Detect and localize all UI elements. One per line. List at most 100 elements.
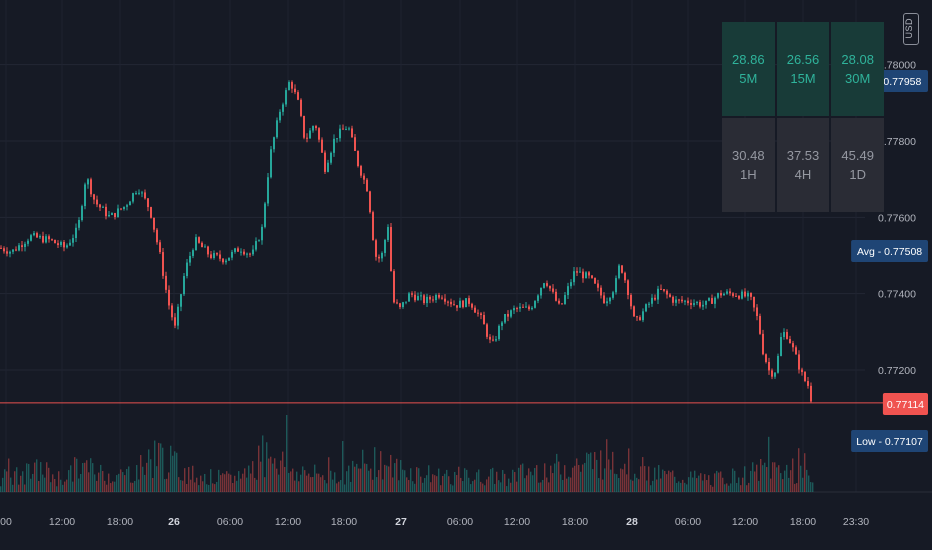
candle-body: [630, 294, 632, 307]
volume-bar: [140, 455, 142, 492]
candle-body: [516, 308, 518, 310]
candle-body: [111, 213, 113, 215]
volume-bar: [152, 477, 154, 492]
volume-bar: [802, 477, 804, 492]
volume-bar: [718, 472, 720, 492]
volume-bar: [274, 458, 276, 492]
volume-bar: [232, 483, 234, 492]
candle-body: [81, 206, 83, 221]
volume-bar: [776, 467, 778, 492]
candle-body: [222, 258, 224, 263]
candle-body: [270, 149, 272, 178]
candle-body: [672, 296, 674, 303]
volume-bar: [284, 466, 286, 492]
candle-body: [438, 294, 440, 298]
volume-bar: [84, 462, 86, 492]
candle-body: [162, 252, 164, 276]
candle-body: [45, 236, 47, 243]
volume-bar: [64, 481, 66, 492]
currency-button[interactable]: [903, 13, 919, 45]
candle-body: [660, 288, 662, 290]
currency-label: USD: [904, 18, 914, 39]
candle-body: [540, 287, 542, 296]
rsi-cell-4h: 37.53 4H: [776, 118, 830, 212]
volume-bar: [320, 477, 322, 492]
volume-bar: [550, 465, 552, 492]
time-tick-label: 06:00: [675, 516, 701, 528]
volume-bar: [786, 464, 788, 492]
volume-bar: [500, 482, 502, 492]
volume-bar: [370, 468, 372, 492]
volume-bar: [88, 472, 90, 492]
volume-bar: [612, 451, 614, 492]
candle-body: [732, 293, 734, 296]
volume-bar: [744, 466, 746, 492]
candle-body: [636, 316, 638, 318]
volume-bar: [154, 440, 156, 492]
volume-bar: [810, 482, 812, 492]
volume-bar: [764, 462, 766, 492]
volume-bar: [506, 486, 508, 492]
volume-bar: [14, 471, 16, 492]
candle-body: [0, 247, 2, 249]
volume-bar: [592, 469, 594, 492]
volume-bar: [538, 482, 540, 492]
volume-bar: [698, 475, 700, 492]
volume-bar: [214, 484, 216, 492]
candle-body: [450, 301, 452, 305]
volume-bar: [616, 474, 618, 492]
volume-bar: [710, 485, 712, 492]
price-axis[interactable]: 0.78000 0.77800 0.77600 0.77400 0.77200: [878, 60, 916, 377]
candle-body: [750, 292, 752, 297]
rsi-value: 45.49: [841, 148, 874, 163]
volume-bar: [396, 458, 398, 492]
volume-bar: [144, 474, 146, 492]
volume-bar: [354, 466, 356, 492]
volume-bar: [746, 485, 748, 492]
volume-bar: [364, 463, 366, 492]
volume-bar: [30, 478, 32, 492]
volume-bar: [22, 471, 24, 492]
candle-body: [492, 339, 494, 341]
candle-body: [9, 251, 11, 254]
candle-body: [417, 296, 419, 301]
volume-bar: [246, 477, 248, 492]
volume-bar: [46, 462, 48, 492]
candle-body: [69, 242, 71, 246]
candle-body: [33, 233, 35, 236]
volume-bar: [52, 474, 54, 492]
volume-bar: [632, 480, 634, 492]
volume-bar: [340, 480, 342, 492]
volume-bar: [16, 467, 18, 492]
volume-bar: [318, 473, 320, 492]
time-axis[interactable]: 00 12:00 18:00 26 06:00 12:00 18:00 27 06:00 12:0…: [0, 516, 869, 528]
volume-bar: [410, 468, 412, 492]
candle-body: [105, 206, 107, 217]
volume-bar: [804, 453, 806, 492]
volume-bar: [516, 481, 518, 492]
volume-bar: [182, 480, 184, 492]
volume-bar: [734, 470, 736, 492]
volume-bar: [316, 473, 318, 492]
volume-bar: [114, 481, 116, 492]
volume-bar: [528, 468, 530, 492]
volume-bar: [80, 473, 82, 492]
candle-body: [810, 385, 812, 402]
candle-body: [312, 126, 314, 131]
volume-bar: [322, 475, 324, 492]
candle-body: [138, 192, 140, 194]
rsi-cell-30m: 28.08 30M: [831, 22, 884, 116]
candle-body: [165, 275, 167, 290]
volume-bar: [38, 480, 40, 492]
volume-bar: [314, 464, 316, 492]
candle-body: [3, 248, 5, 252]
candle-body: [48, 236, 50, 240]
candle-body: [357, 150, 359, 167]
volume-bar: [192, 465, 194, 492]
candle-body: [288, 82, 290, 91]
candle-body: [378, 256, 380, 259]
volume-bar: [684, 482, 686, 492]
rsi-value: 28.08: [841, 52, 874, 67]
volume-bar: [668, 470, 670, 492]
